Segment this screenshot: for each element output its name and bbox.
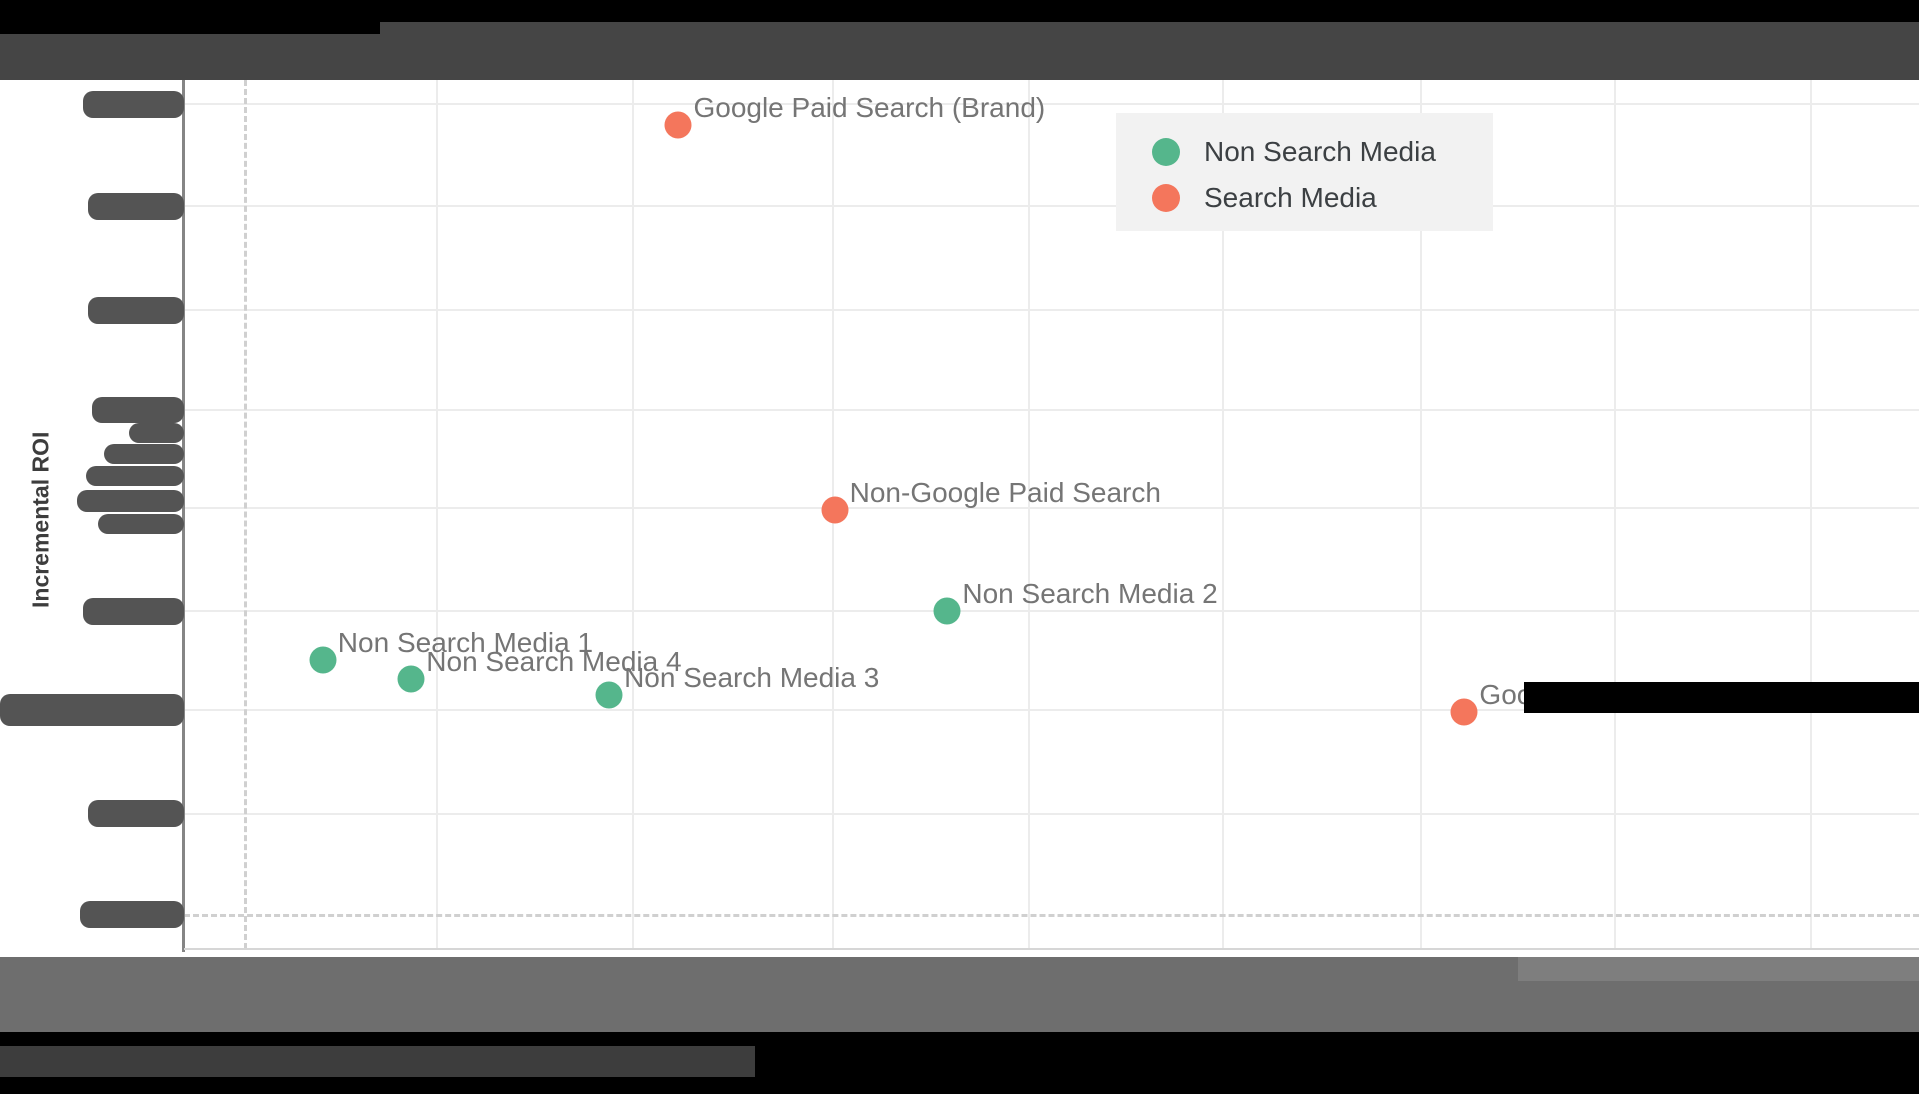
scatter-point: [933, 597, 961, 625]
scatter-point: [821, 496, 849, 524]
redacted-axis-tick-label: [104, 444, 184, 464]
scatter-point-label: Non Search Media 3: [624, 662, 880, 694]
scatter-point: [664, 111, 692, 139]
scatter-point: [397, 665, 425, 693]
redacted-axis-tick-label: [88, 297, 184, 324]
vertical-gridline: [1027, 80, 1030, 949]
chart-legend: Non Search Media Search Media: [1116, 113, 1493, 231]
redacted-axis-tick-label: [88, 800, 184, 827]
top-left-black-block: [0, 0, 380, 34]
vertical-gridline: [436, 80, 439, 949]
horizontal-gridline: [184, 709, 1919, 712]
scatter-point: [309, 646, 337, 674]
legend-label-non-search-media: Non Search Media: [1204, 136, 1436, 167]
scatter-point: [1450, 698, 1478, 726]
scatter-point-label: Non Search Media 2: [962, 577, 1218, 609]
horizontal-gridline: [184, 309, 1919, 312]
dashed-reference-vline: [243, 80, 247, 949]
scatter-point-label: Non-Google Paid Search: [849, 477, 1161, 509]
vertical-gridline: [1420, 80, 1423, 949]
horizontal-gridline: [184, 609, 1919, 612]
bottom-right-redaction-bar: [1518, 957, 1919, 981]
scatter-point-label: Non Search Media 4: [426, 645, 682, 677]
redacted-axis-tick-label: [86, 466, 184, 486]
redacted-axis-tick-label: [88, 193, 184, 220]
vertical-gridline: [632, 80, 635, 949]
redacted-axis-tick-label: [80, 901, 184, 928]
redacted-axis-tick-label: [98, 514, 184, 534]
y-axis-title: Incremental ROI: [27, 431, 54, 609]
x-axis-baseline: [184, 948, 1919, 950]
vertical-gridline: [1222, 80, 1225, 949]
y-axis-spine: [182, 80, 185, 952]
redacted-axis-tick-label: [129, 423, 184, 443]
legend-swatch-search-media-icon: [1152, 184, 1180, 212]
redacted-axis-tick-label: [92, 397, 184, 423]
horizontal-gridline: [184, 507, 1919, 510]
horizontal-gridline: [184, 103, 1919, 106]
redacted-axis-tick-label: [0, 694, 184, 726]
scatter-point: [595, 681, 623, 709]
top-black-band: [0, 0, 1919, 22]
vertical-gridline: [1810, 80, 1813, 949]
scatter-point-label: Non Search Media 1: [337, 626, 594, 658]
legend-item-search-media: Search Media: [1152, 175, 1493, 221]
legend-swatch-non-search-media-icon: [1152, 138, 1180, 166]
vertical-gridline: [1614, 80, 1617, 949]
legend-label-search-media: Search Media: [1204, 182, 1377, 213]
redacted-point-label-bar: [1524, 682, 1919, 713]
scatter-point-label: Goo: [1479, 678, 1533, 710]
horizontal-gridline: [184, 205, 1919, 207]
redacted-axis-tick-label: [83, 91, 184, 118]
redacted-axis-tick-label: [83, 598, 184, 625]
horizontal-gridline: [184, 409, 1919, 412]
redacted-axis-tick-label: [77, 490, 184, 512]
dashed-reference-hline: [184, 914, 1919, 918]
horizontal-gridline: [184, 813, 1919, 816]
scatter-point-label: Google Paid Search (Brand): [693, 92, 1046, 124]
legend-item-non-search-media: Non Search Media: [1152, 129, 1493, 175]
bottom-left-gray-stripe: [0, 1046, 755, 1077]
